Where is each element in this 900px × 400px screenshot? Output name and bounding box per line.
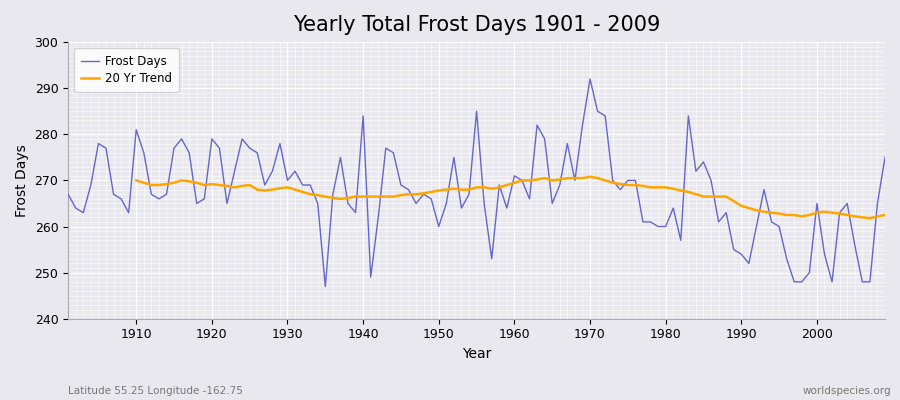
Line: 20 Yr Trend: 20 Yr Trend (136, 177, 885, 218)
20 Yr Trend (865, 216, 876, 221)
Legend: Frost Days, 20 Yr Trend: Frost Days, 20 Yr Trend (74, 48, 179, 92)
Frost Days (517, 178, 527, 183)
Line: Frost Days: Frost Days (68, 79, 885, 286)
Text: Latitude 55.25 Longitude -162.75: Latitude 55.25 Longitude -162.75 (68, 386, 242, 396)
20 Yr Trend (305, 192, 316, 197)
Title: Yearly Total Frost Days 1901 - 2009: Yearly Total Frost Days 1901 - 2009 (292, 15, 661, 35)
20 Yr Trend (879, 212, 890, 217)
Frost Days (343, 201, 354, 206)
Text: worldspecies.org: worldspecies.org (803, 386, 891, 396)
20 Yr Trend (274, 186, 285, 191)
Frost Days (63, 192, 74, 197)
Frost Days (879, 155, 890, 160)
Frost Days (123, 210, 134, 215)
X-axis label: Year: Year (462, 347, 491, 361)
20 Yr Trend (585, 174, 596, 179)
Frost Days (290, 169, 301, 174)
20 Yr Trend (850, 214, 860, 219)
20 Yr Trend (517, 178, 527, 183)
Frost Days (320, 284, 330, 289)
Frost Days (615, 187, 626, 192)
20 Yr Trend (827, 210, 838, 215)
20 Yr Trend (577, 176, 588, 180)
Frost Days (509, 174, 520, 178)
Y-axis label: Frost Days: Frost Days (15, 144, 29, 217)
20 Yr Trend (130, 178, 141, 183)
Frost Days (585, 76, 596, 81)
